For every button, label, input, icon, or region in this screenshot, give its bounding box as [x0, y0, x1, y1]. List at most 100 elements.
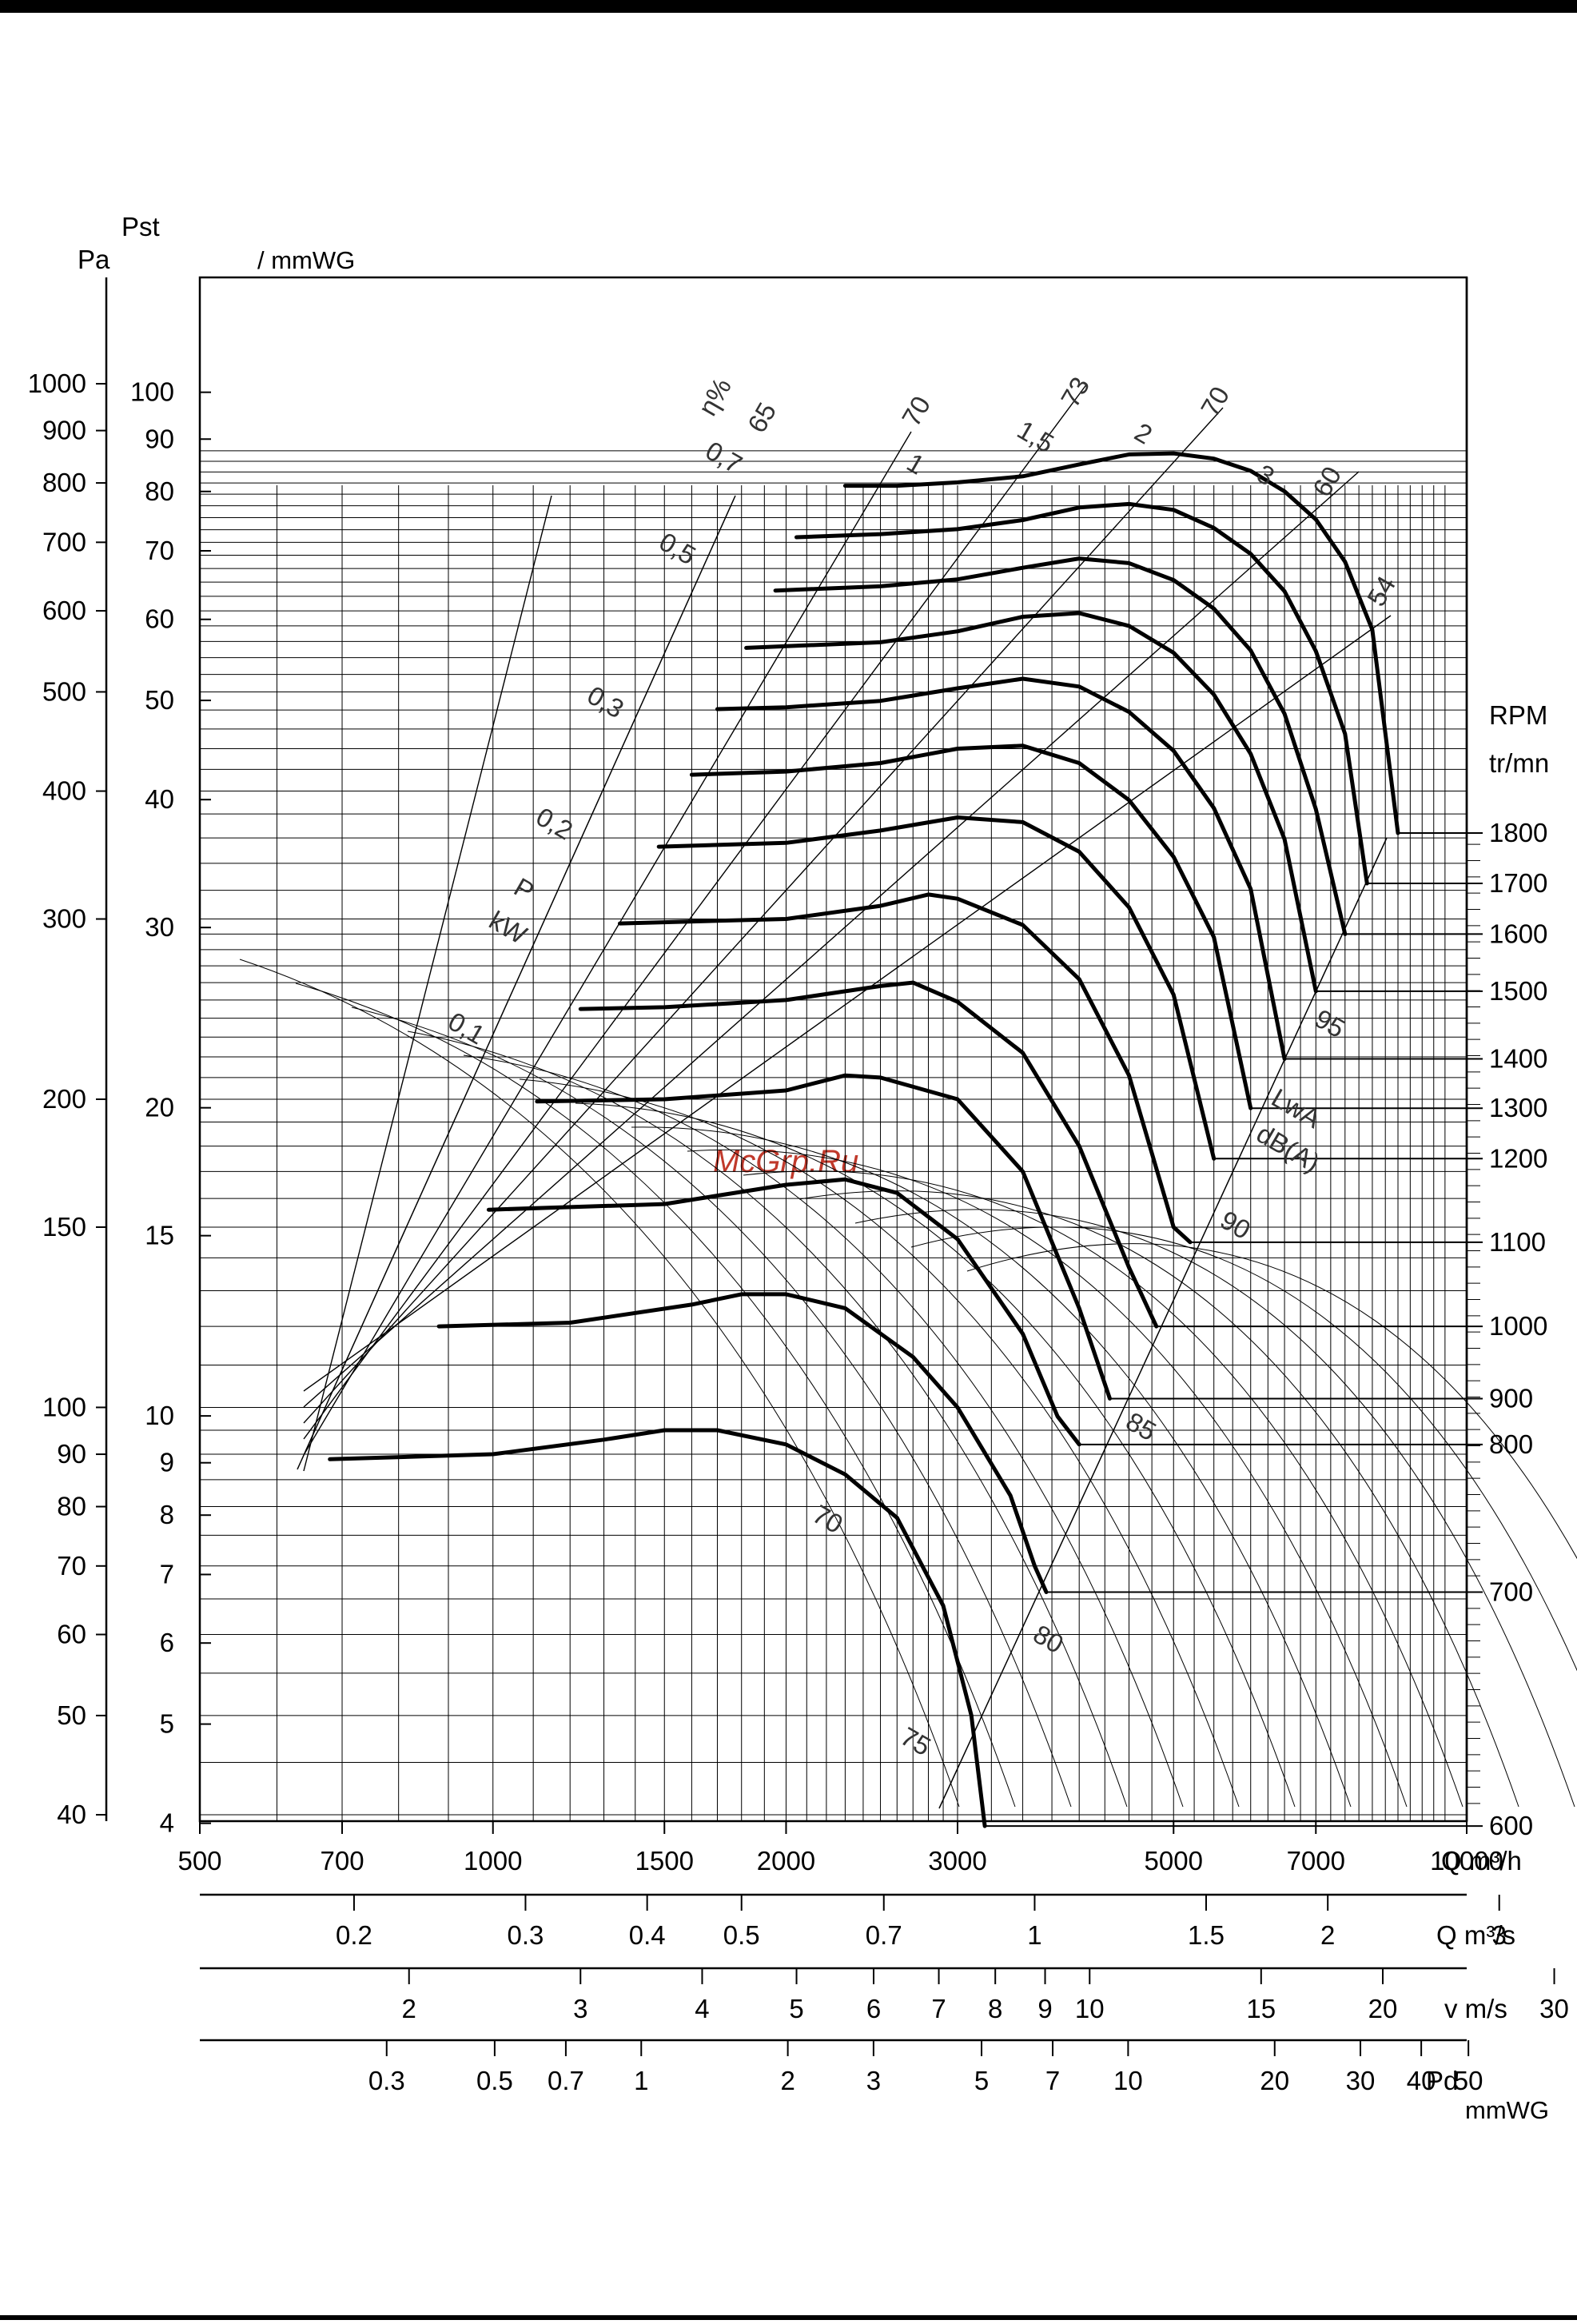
mmwg-tick-label: 15	[145, 1221, 174, 1250]
power-curve	[743, 1170, 1464, 1808]
power-label: 0,3	[583, 680, 629, 724]
x_m3s-tick-label: 2	[1320, 1920, 1335, 1950]
rpm-curve-1500	[744, 611, 1318, 994]
rpm-tick-label: 700	[1489, 1577, 1533, 1607]
rpm-tick-label: 1000	[1489, 1311, 1547, 1341]
pa-tick-label: 40	[57, 1800, 86, 1829]
mmwg-tick-label: 5	[160, 1709, 174, 1739]
power-label: 0,1	[444, 1007, 490, 1050]
mmwg-unit-label: / mmWG	[257, 246, 355, 274]
pa-tick-label: 600	[42, 596, 86, 625]
x_pd-tick-label: 0.3	[368, 2066, 405, 2095]
mmwg-tick-label: 10	[145, 1401, 174, 1430]
efficiency-line	[303, 407, 1224, 1424]
x_vms-tick-label: 3	[573, 1994, 587, 2023]
x_vms-tick-label: 15	[1246, 1994, 1276, 2023]
series-layer	[328, 451, 1400, 1828]
mmwg-tick-label: 50	[145, 685, 174, 715]
x-m3h-tick-label: 7000	[1287, 1846, 1345, 1876]
power-curve	[687, 1149, 1408, 1808]
pst-axis-title: Pst	[121, 212, 160, 241]
mmwg-tick-label: 90	[145, 424, 174, 453]
x_m3s-tick-label: 0.5	[723, 1920, 760, 1950]
series-start-line	[297, 495, 736, 1470]
x-m3h-unit-label: Q m³/h	[1441, 1846, 1522, 1876]
mmwg-tick-label: 20	[145, 1093, 174, 1122]
power-label: 1	[902, 447, 930, 480]
rpm-tick-label: 600	[1489, 1811, 1533, 1840]
rpm-tick-label: 800	[1489, 1429, 1533, 1459]
power-label: 0,2	[532, 802, 578, 846]
x-m3h-tick-label: 700	[320, 1846, 364, 1876]
rpm-unit-label: tr/mn	[1489, 748, 1549, 778]
sound-label: 80	[1029, 1619, 1069, 1659]
sound-label: 90	[1216, 1205, 1256, 1245]
top-rule	[0, 0, 1577, 13]
power-label: 1,5	[1013, 415, 1059, 459]
x_pd-tick-label: 10	[1113, 2066, 1143, 2095]
x_vms-tick-label: 9	[1037, 1994, 1052, 2023]
rpm-curve-1100	[618, 892, 1193, 1245]
x-m3h-tick-label: 1000	[464, 1846, 522, 1876]
rpm-curve-1000	[578, 980, 1159, 1329]
pa-tick-label: 70	[57, 1551, 86, 1581]
efficiency-label: 70	[808, 1499, 848, 1539]
rpm-curve-700	[436, 1292, 1049, 1594]
efficiency-line	[303, 471, 1360, 1408]
mmwg-tick-label: 9	[160, 1448, 174, 1477]
rpm-tick-label: 900	[1489, 1383, 1533, 1413]
rpm-curve-1200	[656, 815, 1217, 1161]
power-curve	[519, 1078, 1240, 1808]
pa-tick-label: 100	[42, 1392, 86, 1421]
efficiency-line	[303, 495, 552, 1472]
mmwg-tick-label: 6	[160, 1628, 174, 1657]
x_vms-tick-label: 2	[402, 1994, 416, 2023]
overlay-curves-layer	[239, 383, 1577, 1809]
x-m3h-tick-label: 10000	[1430, 1846, 1503, 1876]
x_pd-tick-label: 1	[634, 2066, 648, 2095]
x_m3s-tick-label: 0.4	[629, 1920, 666, 1950]
efficiency-line	[303, 615, 1392, 1392]
x_pd-tick-label: 0.5	[476, 2066, 513, 2095]
x_pd-tick-label: 3	[866, 2066, 881, 2095]
pa-tick-label: 400	[42, 776, 86, 806]
efficiency-label: 70	[1195, 381, 1235, 421]
power-curve	[239, 959, 960, 1808]
rpm-tick-label: 1700	[1489, 868, 1547, 898]
power-label: 0,7	[701, 436, 747, 480]
mmwg-tick-label: 8	[160, 1500, 174, 1529]
x_vms-tick-label: 8	[988, 1994, 1002, 2023]
power-curve	[575, 1102, 1296, 1808]
x_vms-tick-label: 6	[866, 1994, 881, 2023]
pa-tick-label: 300	[42, 904, 86, 934]
mmwg-tick-label: 100	[130, 377, 174, 407]
x_m3s-tick-label: 3	[1492, 1920, 1507, 1950]
bottom-rule	[0, 2315, 1577, 2320]
rpm-curve-1400	[715, 676, 1287, 1061]
mmwg-tick-label: 80	[145, 476, 174, 506]
power-title: P	[509, 872, 540, 907]
x_pd-tick-label: 30	[1346, 2066, 1376, 2095]
rpm-curve-600	[328, 1428, 987, 1828]
pa-tick-label: 500	[42, 676, 86, 706]
efficiency-label: 70	[896, 391, 936, 431]
rpm-curve-1700	[794, 501, 1369, 886]
rpm-curve-1300	[689, 743, 1253, 1110]
power-label: 2	[1130, 417, 1157, 449]
pa-unit-label: Pa	[78, 245, 110, 274]
mmwg-tick-label: 7	[160, 1559, 174, 1589]
x_m3s-tick-label: 1.5	[1188, 1920, 1225, 1950]
power-curve	[631, 1126, 1352, 1808]
x-vms-unit-label: v m/s	[1444, 1994, 1507, 2023]
x-pd-unit2-label: mmWG	[1465, 2096, 1549, 2124]
x_vms-tick-label: 30	[1539, 1994, 1569, 2023]
rpm-curve-800	[486, 1177, 1081, 1447]
pa-tick-label: 60	[57, 1620, 86, 1649]
mmwg-tick-label: 4	[160, 1808, 174, 1838]
rpm-axis-title: RPM	[1489, 700, 1547, 730]
power-curve	[351, 1007, 1072, 1808]
series-end-line	[938, 837, 1388, 1809]
efficiency-line	[303, 383, 1088, 1440]
x_m3s-tick-label: 0.3	[508, 1920, 544, 1950]
rpm-curve-1600	[773, 556, 1348, 936]
